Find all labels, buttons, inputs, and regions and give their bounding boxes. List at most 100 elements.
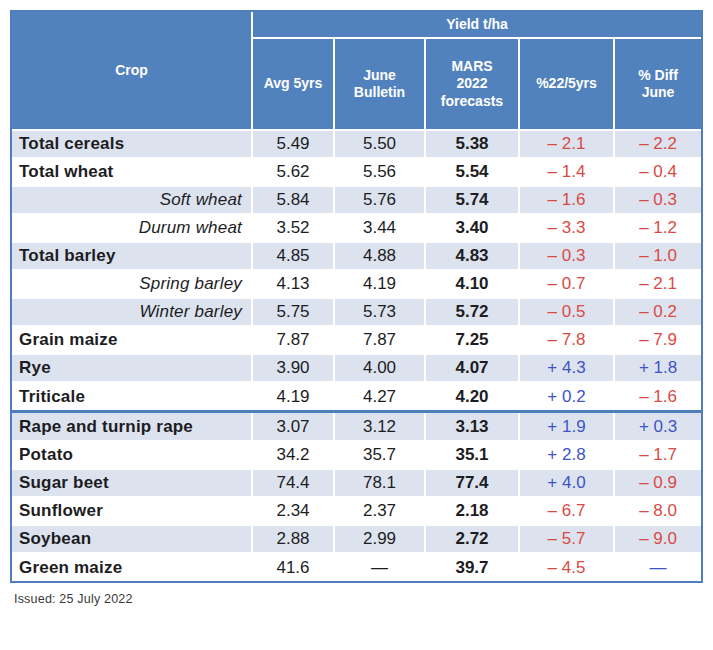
table-row: Sugar beet74.478.177.4+ 4.0– 0.9 bbox=[12, 469, 701, 497]
value-cell: – 1.4 bbox=[519, 158, 614, 186]
crop-name-cell: Sunflower bbox=[12, 497, 252, 525]
value-cell: 5.84 bbox=[252, 186, 334, 214]
crop-name-cell: Durum wheat bbox=[12, 214, 252, 242]
issued-date-note: Issued: 25 July 2022 bbox=[10, 592, 703, 606]
value-cell: – 0.4 bbox=[614, 158, 701, 186]
value-cell: – 2.1 bbox=[614, 270, 701, 298]
crop-name-cell: Soybean bbox=[12, 525, 252, 553]
value-cell: 5.54 bbox=[425, 158, 519, 186]
value-cell: + 1.9 bbox=[519, 413, 614, 441]
column-header-mars-2022-forecasts: MARS 2022 forecasts bbox=[425, 38, 519, 130]
value-cell: 4.85 bbox=[252, 242, 334, 270]
crop-column-header: Crop bbox=[12, 12, 252, 130]
table-row: Durum wheat3.523.443.40– 3.3– 1.2 bbox=[12, 214, 701, 242]
value-cell: 5.76 bbox=[334, 186, 425, 214]
table-row: Rape and turnip rape3.073.123.13+ 1.9+ 0… bbox=[12, 413, 701, 441]
crop-name-cell: Sugar beet bbox=[12, 469, 252, 497]
value-cell: – 0.3 bbox=[614, 186, 701, 214]
value-cell: 5.74 bbox=[425, 186, 519, 214]
value-cell: 39.7 bbox=[425, 553, 519, 581]
value-cell: 78.1 bbox=[334, 469, 425, 497]
value-cell: 2.34 bbox=[252, 497, 334, 525]
value-cell: 2.18 bbox=[425, 497, 519, 525]
value-cell: 4.20 bbox=[425, 382, 519, 410]
table-row: Green maize41.6—39.7– 4.5— bbox=[12, 553, 701, 581]
value-cell: – 1.6 bbox=[614, 382, 701, 410]
value-cell: 3.40 bbox=[425, 214, 519, 242]
value-cell: 4.10 bbox=[425, 270, 519, 298]
value-cell: 4.13 bbox=[252, 270, 334, 298]
value-cell: 3.90 bbox=[252, 354, 334, 382]
value-cell: – 7.9 bbox=[614, 326, 701, 354]
value-cell: 4.19 bbox=[252, 382, 334, 410]
value-cell: + 0.3 bbox=[614, 413, 701, 441]
value-cell: 4.07 bbox=[425, 354, 519, 382]
value-cell: 2.99 bbox=[334, 525, 425, 553]
value-cell: 77.4 bbox=[425, 469, 519, 497]
value-cell: 4.19 bbox=[334, 270, 425, 298]
value-cell: 2.72 bbox=[425, 525, 519, 553]
table-row: Triticale4.194.274.20+ 0.2– 1.6 bbox=[12, 382, 701, 410]
table-row: Soybean2.882.992.72– 5.7– 9.0 bbox=[12, 525, 701, 553]
crop-name-cell: Rape and turnip rape bbox=[12, 413, 252, 441]
crop-name-cell: Soft wheat bbox=[12, 186, 252, 214]
table-row: Soft wheat5.845.765.74– 1.6– 0.3 bbox=[12, 186, 701, 214]
value-cell: 4.00 bbox=[334, 354, 425, 382]
table-row: Spring barley4.134.194.10– 0.7– 2.1 bbox=[12, 270, 701, 298]
value-cell: – 3.3 bbox=[519, 214, 614, 242]
crop-name-cell: Total cereals bbox=[12, 130, 252, 158]
value-cell: 5.49 bbox=[252, 130, 334, 158]
value-cell: – 1.7 bbox=[614, 441, 701, 469]
value-cell: 7.25 bbox=[425, 326, 519, 354]
crop-name-cell: Triticale bbox=[12, 382, 252, 410]
crop-name-cell: Potato bbox=[12, 441, 252, 469]
value-cell: – 2.1 bbox=[519, 130, 614, 158]
value-cell: 5.50 bbox=[334, 130, 425, 158]
value-cell: – 0.5 bbox=[519, 298, 614, 326]
value-cell: – 1.2 bbox=[614, 214, 701, 242]
value-cell: 74.4 bbox=[252, 469, 334, 497]
crop-name-cell: Total wheat bbox=[12, 158, 252, 186]
crop-yield-table: Crop Yield t/ha Avg 5yrs June Bulletin M… bbox=[12, 12, 701, 581]
crop-name-cell: Winter barley bbox=[12, 298, 252, 326]
table-header: Crop Yield t/ha Avg 5yrs June Bulletin M… bbox=[12, 12, 701, 130]
crop-table-body: Total cereals5.495.505.38– 2.1– 2.2Total… bbox=[12, 130, 701, 581]
crop-name-cell: Spring barley bbox=[12, 270, 252, 298]
crop-name-cell: Grain maize bbox=[12, 326, 252, 354]
table-row: Total wheat5.625.565.54– 1.4– 0.4 bbox=[12, 158, 701, 186]
value-cell: – 1.6 bbox=[519, 186, 614, 214]
value-cell: 7.87 bbox=[252, 326, 334, 354]
value-cell: 2.88 bbox=[252, 525, 334, 553]
value-cell: – 1.0 bbox=[614, 242, 701, 270]
value-cell: 35.7 bbox=[334, 441, 425, 469]
value-cell: 34.2 bbox=[252, 441, 334, 469]
value-cell: + 4.3 bbox=[519, 354, 614, 382]
value-cell: 5.73 bbox=[334, 298, 425, 326]
value-cell: 5.56 bbox=[334, 158, 425, 186]
column-header-pct22-5yrs: %22/5yrs bbox=[519, 38, 614, 130]
table-row: Potato34.235.735.1+ 2.8– 1.7 bbox=[12, 441, 701, 469]
value-cell: 2.37 bbox=[334, 497, 425, 525]
value-cell: + 4.0 bbox=[519, 469, 614, 497]
value-cell: 3.07 bbox=[252, 413, 334, 441]
value-cell: – 9.0 bbox=[614, 525, 701, 553]
value-cell: 5.38 bbox=[425, 130, 519, 158]
crop-name-cell: Total barley bbox=[12, 242, 252, 270]
value-cell: 41.6 bbox=[252, 553, 334, 581]
value-cell: 4.88 bbox=[334, 242, 425, 270]
value-cell: – 7.8 bbox=[519, 326, 614, 354]
crop-name-cell: Green maize bbox=[12, 553, 252, 581]
value-cell: 5.62 bbox=[252, 158, 334, 186]
value-cell: – 4.5 bbox=[519, 553, 614, 581]
table-row: Winter barley5.755.735.72– 0.5– 0.2 bbox=[12, 298, 701, 326]
value-cell: 3.52 bbox=[252, 214, 334, 242]
value-cell: + 0.2 bbox=[519, 382, 614, 410]
value-cell: – 2.2 bbox=[614, 130, 701, 158]
value-cell: 3.12 bbox=[334, 413, 425, 441]
value-cell: 5.75 bbox=[252, 298, 334, 326]
column-header-june-bulletin: June Bulletin bbox=[334, 38, 425, 130]
value-cell: – 5.7 bbox=[519, 525, 614, 553]
value-cell: 4.27 bbox=[334, 382, 425, 410]
value-cell: 35.1 bbox=[425, 441, 519, 469]
value-cell: – 0.2 bbox=[614, 298, 701, 326]
